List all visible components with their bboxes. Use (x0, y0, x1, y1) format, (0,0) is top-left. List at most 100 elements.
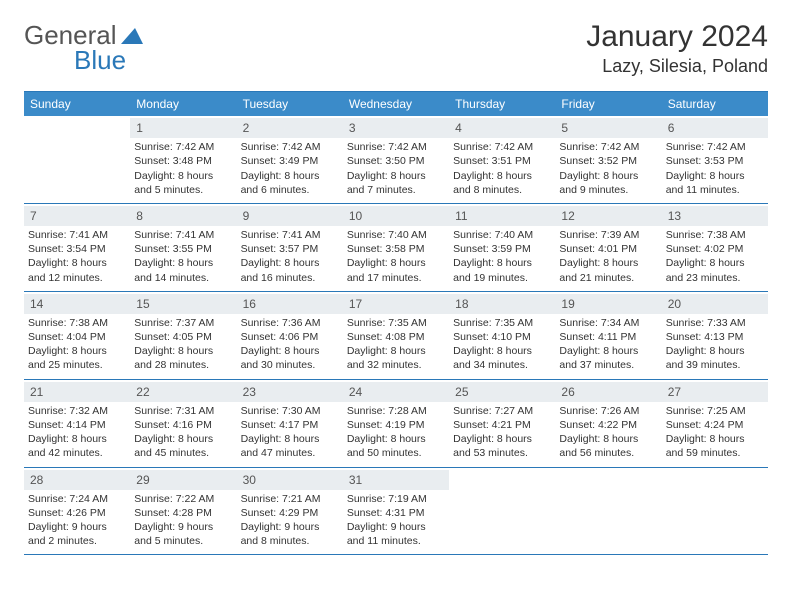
calendar-cell: 26Sunrise: 7:26 AMSunset: 4:22 PMDayligh… (555, 380, 661, 468)
daylight-line: Daylight: 8 hours and 45 minutes. (134, 432, 232, 460)
calendar-cell: 16Sunrise: 7:36 AMSunset: 4:06 PMDayligh… (237, 292, 343, 380)
sunset-line: Sunset: 4:02 PM (666, 242, 764, 256)
title-block: January 2024 Lazy, Silesia, Poland (586, 20, 768, 77)
sunset-line: Sunset: 3:57 PM (241, 242, 339, 256)
sunset-line: Sunset: 4:01 PM (559, 242, 657, 256)
sunset-line: Sunset: 4:28 PM (134, 506, 232, 520)
daylight-line: Daylight: 8 hours and 19 minutes. (453, 256, 551, 284)
sunset-line: Sunset: 4:31 PM (347, 506, 445, 520)
calendar-cell-blank (662, 468, 768, 556)
calendar-cell: 24Sunrise: 7:28 AMSunset: 4:19 PMDayligh… (343, 380, 449, 468)
daylight-line: Daylight: 9 hours and 5 minutes. (134, 520, 232, 548)
day-header: Thursday (449, 92, 555, 116)
sunrise-line: Sunrise: 7:21 AM (241, 492, 339, 506)
sunset-line: Sunset: 4:14 PM (28, 418, 126, 432)
sunset-line: Sunset: 4:21 PM (453, 418, 551, 432)
sunrise-line: Sunrise: 7:37 AM (134, 316, 232, 330)
calendar-cell: 15Sunrise: 7:37 AMSunset: 4:05 PMDayligh… (130, 292, 236, 380)
daylight-line: Daylight: 8 hours and 39 minutes. (666, 344, 764, 372)
day-number: 18 (449, 294, 555, 314)
day-number: 4 (449, 118, 555, 138)
sunrise-line: Sunrise: 7:42 AM (134, 140, 232, 154)
sunrise-line: Sunrise: 7:34 AM (559, 316, 657, 330)
sunset-line: Sunset: 3:59 PM (453, 242, 551, 256)
day-number: 7 (24, 206, 130, 226)
sunset-line: Sunset: 3:51 PM (453, 154, 551, 168)
day-number: 27 (662, 382, 768, 402)
sunrise-line: Sunrise: 7:26 AM (559, 404, 657, 418)
sunset-line: Sunset: 4:29 PM (241, 506, 339, 520)
sunset-line: Sunset: 4:06 PM (241, 330, 339, 344)
calendar-cell: 20Sunrise: 7:33 AMSunset: 4:13 PMDayligh… (662, 292, 768, 380)
sunrise-line: Sunrise: 7:42 AM (559, 140, 657, 154)
day-number: 20 (662, 294, 768, 314)
day-header: Monday (130, 92, 236, 116)
daylight-line: Daylight: 8 hours and 28 minutes. (134, 344, 232, 372)
day-number: 26 (555, 382, 661, 402)
calendar-cell: 3Sunrise: 7:42 AMSunset: 3:50 PMDaylight… (343, 116, 449, 204)
sunrise-line: Sunrise: 7:40 AM (453, 228, 551, 242)
sunrise-line: Sunrise: 7:42 AM (347, 140, 445, 154)
sunrise-line: Sunrise: 7:41 AM (28, 228, 126, 242)
daylight-line: Daylight: 8 hours and 11 minutes. (666, 169, 764, 197)
daylight-line: Daylight: 8 hours and 59 minutes. (666, 432, 764, 460)
sunrise-line: Sunrise: 7:41 AM (241, 228, 339, 242)
sunrise-line: Sunrise: 7:30 AM (241, 404, 339, 418)
location: Lazy, Silesia, Poland (586, 56, 768, 77)
daylight-line: Daylight: 8 hours and 6 minutes. (241, 169, 339, 197)
calendar-grid: SundayMondayTuesdayWednesdayThursdayFrid… (24, 91, 768, 555)
sunset-line: Sunset: 3:48 PM (134, 154, 232, 168)
day-number: 14 (24, 294, 130, 314)
sunset-line: Sunset: 3:53 PM (666, 154, 764, 168)
calendar-cell: 28Sunrise: 7:24 AMSunset: 4:26 PMDayligh… (24, 468, 130, 556)
calendar-cell: 21Sunrise: 7:32 AMSunset: 4:14 PMDayligh… (24, 380, 130, 468)
sunset-line: Sunset: 4:17 PM (241, 418, 339, 432)
sunset-line: Sunset: 3:49 PM (241, 154, 339, 168)
calendar-cell: 11Sunrise: 7:40 AMSunset: 3:59 PMDayligh… (449, 204, 555, 292)
sunset-line: Sunset: 3:54 PM (28, 242, 126, 256)
sunrise-line: Sunrise: 7:41 AM (134, 228, 232, 242)
calendar-cell-blank (449, 468, 555, 556)
sunset-line: Sunset: 4:26 PM (28, 506, 126, 520)
daylight-line: Daylight: 8 hours and 47 minutes. (241, 432, 339, 460)
sunrise-line: Sunrise: 7:38 AM (666, 228, 764, 242)
day-header: Saturday (662, 92, 768, 116)
calendar-cell: 9Sunrise: 7:41 AMSunset: 3:57 PMDaylight… (237, 204, 343, 292)
calendar-cell: 27Sunrise: 7:25 AMSunset: 4:24 PMDayligh… (662, 380, 768, 468)
sunrise-line: Sunrise: 7:24 AM (28, 492, 126, 506)
sunrise-line: Sunrise: 7:40 AM (347, 228, 445, 242)
day-header: Tuesday (237, 92, 343, 116)
day-number: 29 (130, 470, 236, 490)
sunrise-line: Sunrise: 7:42 AM (453, 140, 551, 154)
daylight-line: Daylight: 8 hours and 7 minutes. (347, 169, 445, 197)
sunset-line: Sunset: 4:24 PM (666, 418, 764, 432)
calendar-cell: 31Sunrise: 7:19 AMSunset: 4:31 PMDayligh… (343, 468, 449, 556)
daylight-line: Daylight: 8 hours and 23 minutes. (666, 256, 764, 284)
day-number: 12 (555, 206, 661, 226)
day-number: 30 (237, 470, 343, 490)
daylight-line: Daylight: 8 hours and 56 minutes. (559, 432, 657, 460)
logo: General Blue (24, 20, 143, 76)
daylight-line: Daylight: 8 hours and 50 minutes. (347, 432, 445, 460)
daylight-line: Daylight: 8 hours and 8 minutes. (453, 169, 551, 197)
day-number: 10 (343, 206, 449, 226)
calendar-cell: 22Sunrise: 7:31 AMSunset: 4:16 PMDayligh… (130, 380, 236, 468)
calendar-cell: 1Sunrise: 7:42 AMSunset: 3:48 PMDaylight… (130, 116, 236, 204)
daylight-line: Daylight: 8 hours and 17 minutes. (347, 256, 445, 284)
day-number: 13 (662, 206, 768, 226)
day-number: 5 (555, 118, 661, 138)
sunrise-line: Sunrise: 7:31 AM (134, 404, 232, 418)
day-number: 28 (24, 470, 130, 490)
day-number: 23 (237, 382, 343, 402)
sunset-line: Sunset: 4:19 PM (347, 418, 445, 432)
sunrise-line: Sunrise: 7:32 AM (28, 404, 126, 418)
daylight-line: Daylight: 8 hours and 32 minutes. (347, 344, 445, 372)
sunrise-line: Sunrise: 7:36 AM (241, 316, 339, 330)
day-header: Friday (555, 92, 661, 116)
sunrise-line: Sunrise: 7:42 AM (666, 140, 764, 154)
sunrise-line: Sunrise: 7:39 AM (559, 228, 657, 242)
sunset-line: Sunset: 4:13 PM (666, 330, 764, 344)
daylight-line: Daylight: 8 hours and 34 minutes. (453, 344, 551, 372)
sunrise-line: Sunrise: 7:27 AM (453, 404, 551, 418)
sunrise-line: Sunrise: 7:35 AM (453, 316, 551, 330)
